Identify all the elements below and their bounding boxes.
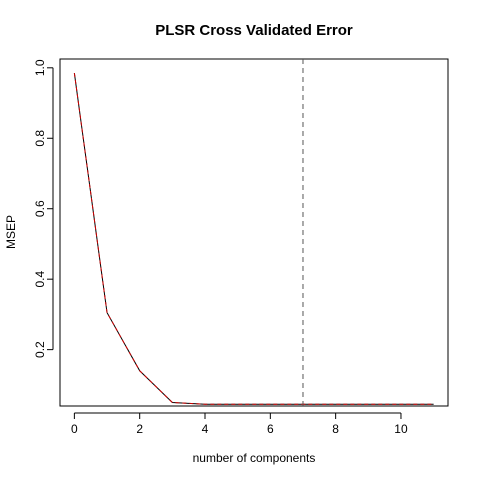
y-tick-label: 0.4 <box>33 271 47 288</box>
y-tick-label: 1.0 <box>33 59 47 76</box>
plot-frame <box>59 58 449 407</box>
y-tick-label: 0.8 <box>33 130 47 147</box>
y-axis: 0.2 0.4 0.6 0.8 1.0 <box>33 59 54 358</box>
x-tick-label: 8 <box>332 422 339 436</box>
x-tick-label: 6 <box>267 422 274 436</box>
y-tick-label: 0.2 <box>33 341 47 358</box>
x-axis: 0 2 4 6 8 10 <box>71 412 408 436</box>
chart-title: PLSR Cross Validated Error <box>155 22 353 39</box>
x-axis-label: number of components <box>193 451 316 465</box>
y-tick-label: 0.6 <box>33 200 47 217</box>
msep-line-dashed <box>73 73 434 405</box>
y-axis-label: MSEP <box>4 215 18 249</box>
x-tick-label: 0 <box>71 422 78 436</box>
series-layer <box>73 73 434 405</box>
x-tick-label: 2 <box>136 422 143 436</box>
x-tick-label: 10 <box>394 422 408 436</box>
x-tick-label: 4 <box>202 422 209 436</box>
